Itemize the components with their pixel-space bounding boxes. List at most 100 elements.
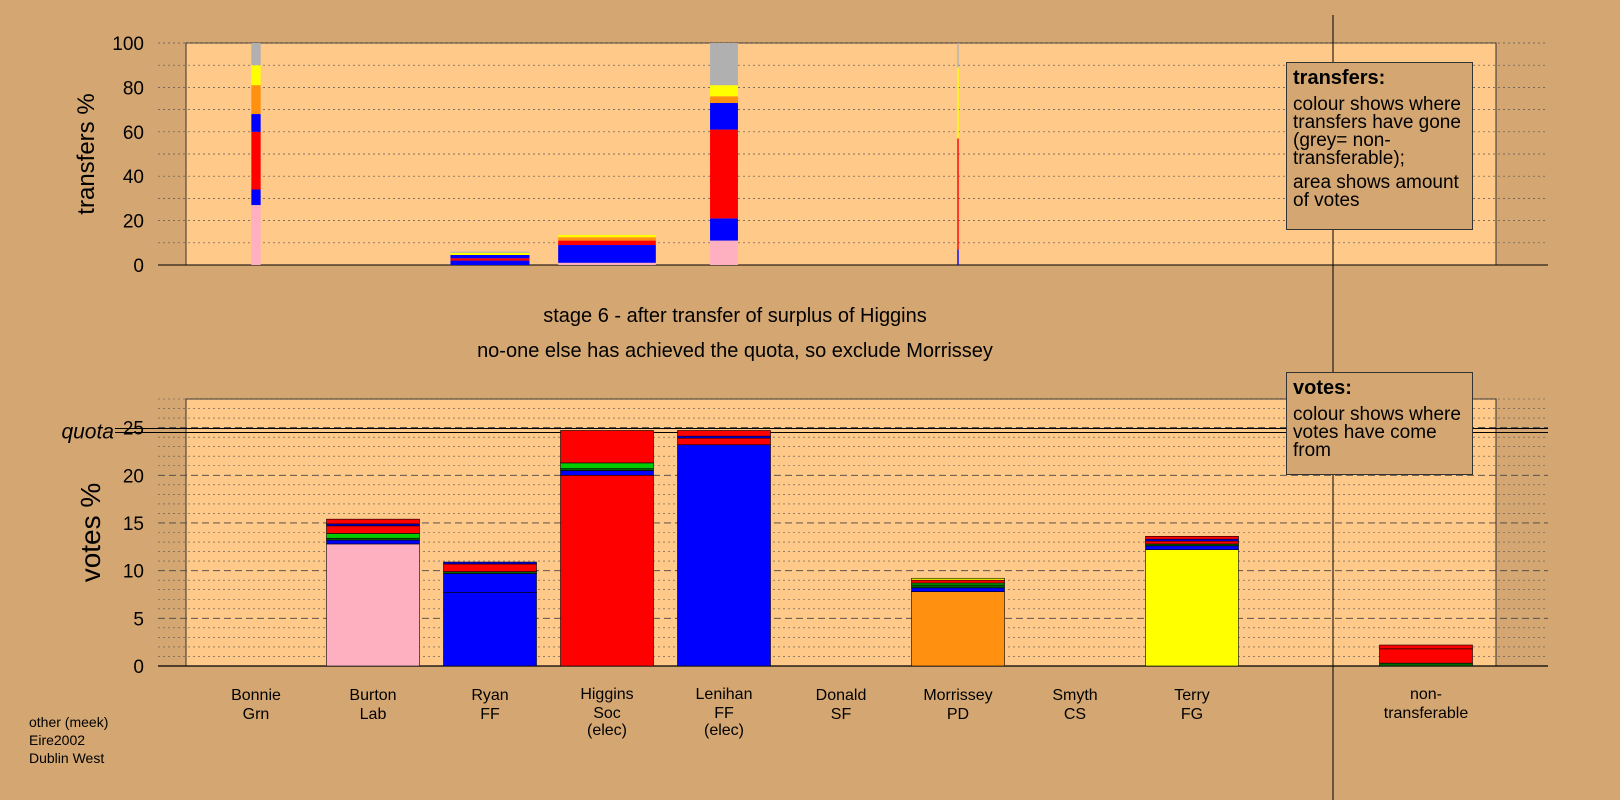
transfer-segment-lenihan	[710, 102, 738, 130]
vote-segment-morrissey	[911, 579, 1005, 584]
votes-tick-label: 10	[123, 562, 144, 583]
quota-label: quota	[61, 420, 114, 443]
candidate-party-label: SF	[831, 706, 852, 723]
candidate-party-label: FF	[714, 705, 734, 722]
candidate-party-label: PD	[947, 706, 969, 723]
candidate-party-label: CS	[1064, 706, 1086, 723]
transfer-segment-bonnie	[251, 189, 261, 206]
vote-segment-terry	[1145, 549, 1239, 667]
candidate-party-label: Soc	[593, 705, 621, 722]
stage-subtitle: no-one else has achieved the quota, so e…	[477, 340, 993, 362]
candidate-name-label: Terry	[1174, 687, 1210, 704]
transfers-tick-label: 80	[123, 78, 144, 99]
vote-segment-lenihan	[677, 437, 771, 446]
candidate-name-label: Higgins	[580, 686, 633, 703]
candidate-name-label: Donald	[816, 687, 867, 704]
nontransferable-label: non-	[1410, 686, 1442, 703]
transfers-tick-label: 0	[133, 256, 144, 277]
vote-segment-non-transferable	[1379, 648, 1473, 664]
transfer-segment-higgins	[558, 235, 656, 238]
transfer-segment-higgins	[558, 240, 656, 246]
vote-segment-burton	[326, 518, 420, 525]
vote-segment-ryan	[443, 592, 537, 667]
vote-segment-higgins	[560, 430, 654, 464]
candidate-name-label: Smyth	[1052, 687, 1097, 704]
vote-segment-higgins	[560, 462, 654, 469]
transfer-segment-lenihan	[710, 218, 738, 241]
candidate-name-label: Ryan	[471, 687, 508, 704]
candidate-status-label: (elec)	[704, 722, 744, 739]
nontransferable-label: transferable	[1384, 705, 1469, 722]
votes-tick-label: 5	[133, 609, 144, 630]
transfer-segment-ryan	[450, 258, 530, 261]
transfers-tick-label: 20	[123, 212, 144, 233]
stage-title: stage 6 - after transfer of surplus of H…	[543, 305, 927, 327]
transfers-legend-title: transfers:	[1293, 67, 1386, 89]
vote-segment-higgins	[560, 470, 654, 476]
vote-segment-ryan	[443, 573, 537, 593]
transfer-segment-morrissey	[957, 249, 959, 265]
transfer-segment-bonnie	[251, 85, 261, 115]
transfers-legend: transfers: colour shows where transfers …	[1286, 62, 1473, 230]
transfer-segment-higgins	[558, 245, 656, 263]
vote-segment-terry	[1145, 545, 1239, 550]
candidate-name-label: Morrissey	[923, 687, 992, 704]
candidate-party-label: Grn	[243, 706, 270, 723]
transfer-segment-ryan	[450, 255, 530, 259]
vote-segment-non-transferable	[1379, 644, 1473, 650]
vote-segment-morrissey	[911, 577, 1005, 581]
vote-segment-higgins	[560, 474, 654, 667]
footer-constituency: Dublin West	[29, 750, 105, 766]
transfers-tick-label: 60	[123, 123, 144, 144]
transfer-segment-lenihan	[710, 240, 738, 265]
transfer-segment-lenihan	[710, 43, 738, 86]
transfers-legend-text2: area shows amount of votes	[1293, 172, 1459, 211]
votes-legend-text1: colour shows where votes have come from	[1293, 404, 1461, 461]
transfer-segment-bonnie	[251, 114, 261, 132]
transfer-segment-morrissey	[957, 43, 959, 68]
footer-election: Eire2002	[29, 732, 86, 748]
votes-tick-label: 25	[123, 419, 144, 440]
candidate-name-label: Lenihan	[696, 686, 753, 703]
vote-segment-morrissey	[911, 587, 1005, 592]
transfer-segment-bonnie	[251, 205, 261, 265]
transfer-segment-bonnie	[251, 65, 261, 86]
vote-segment-non-transferable	[1379, 662, 1473, 667]
vote-segment-burton	[326, 543, 420, 667]
candidate-party-label: FF	[480, 706, 500, 723]
candidate-status-label: (elec)	[587, 722, 627, 739]
votes-tick-label: 0	[133, 657, 144, 678]
transfer-segment-bonnie	[251, 131, 261, 190]
transfer-segment-morrissey	[957, 67, 959, 139]
vote-segment-lenihan	[677, 430, 771, 437]
transfer-segment-ryan	[450, 260, 530, 265]
vote-segment-morrissey	[911, 591, 1005, 667]
candidate-party-label: Lab	[360, 706, 387, 723]
footer-note: other (meek) Eire2002 Dublin West	[29, 713, 108, 767]
vote-segment-ryan	[443, 563, 537, 572]
candidate-name-label: Bonnie	[231, 687, 281, 704]
transfer-segment-morrissey	[957, 138, 959, 250]
transfer-segment-lenihan	[710, 85, 738, 97]
votes-tick-label: 15	[123, 514, 144, 535]
transfer-segment-ryan	[450, 252, 530, 256]
candidate-name-label: Burton	[349, 687, 396, 704]
vote-segment-morrissey	[911, 584, 1005, 589]
transfers-tick-label: 100	[112, 34, 144, 55]
vote-segment-terry	[1145, 536, 1239, 540]
vote-segment-terry	[1145, 540, 1239, 545]
vote-segment-lenihan	[677, 444, 771, 667]
transfer-segment-higgins	[558, 237, 656, 241]
transfers-legend-text1: colour shows where transfers have gone (…	[1293, 94, 1461, 169]
transfer-segment-lenihan	[710, 96, 738, 103]
votes-legend: votes: colour shows where votes have com…	[1286, 372, 1473, 475]
vote-segment-burton	[326, 525, 420, 534]
votes-tick-label: 20	[123, 466, 144, 487]
votes-legend-title: votes:	[1293, 377, 1352, 399]
transfers-y-axis-label: transfers %	[73, 93, 100, 214]
vote-segment-ryan	[443, 561, 537, 565]
vote-segment-burton	[326, 539, 420, 545]
transfer-segment-ryan	[450, 251, 530, 253]
transfers-tick-label: 40	[123, 167, 144, 188]
